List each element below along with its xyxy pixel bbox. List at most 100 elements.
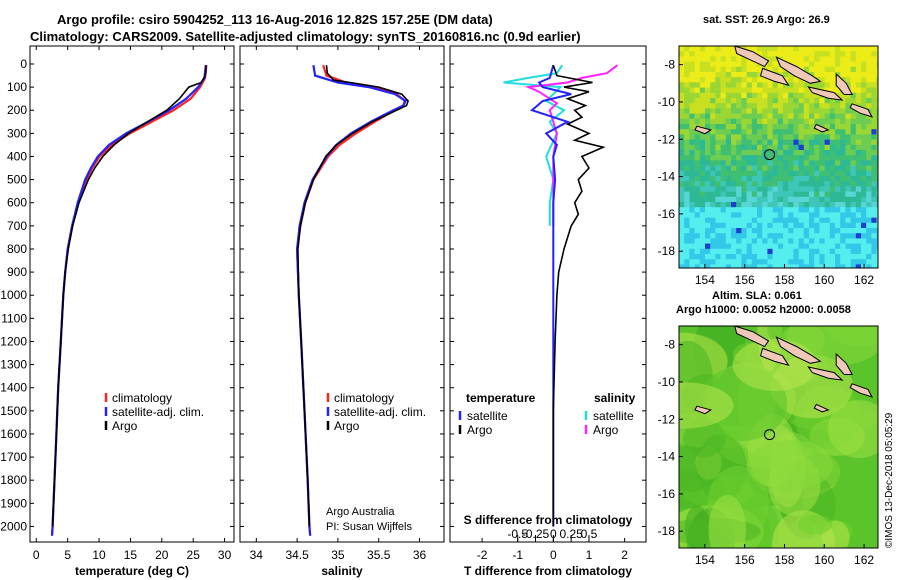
sst-cell <box>725 61 732 68</box>
sst-cell <box>876 264 878 268</box>
sst-cell <box>715 150 721 156</box>
sst-cell <box>829 170 836 177</box>
sst-cell <box>788 196 794 203</box>
sst-cell <box>751 134 758 140</box>
sst-cell <box>746 124 753 130</box>
sst-cell <box>684 108 690 114</box>
sst-cell <box>824 222 831 229</box>
sst-cell <box>798 228 805 234</box>
sst-cell <box>715 61 721 68</box>
sst-cell <box>757 233 763 239</box>
sst-cell <box>751 160 758 166</box>
difference-top-label: S difference from climatology <box>464 513 633 527</box>
sst-cell <box>762 155 768 161</box>
sst-cell <box>736 228 742 234</box>
sst-cell <box>777 87 784 94</box>
sst-cell <box>876 92 878 99</box>
sst-cell <box>710 82 716 88</box>
sst-cell <box>798 160 805 166</box>
island-outline <box>775 336 822 364</box>
sst-cell <box>829 181 836 187</box>
salinity-series-argo-line <box>297 65 410 527</box>
sst-cell <box>803 144 810 151</box>
sst-cell <box>741 118 747 125</box>
sst-cell <box>777 134 784 140</box>
sst-cell <box>689 87 695 94</box>
sst-cell <box>809 254 815 260</box>
sst-cell <box>746 160 753 166</box>
sst-cell <box>824 134 831 140</box>
sst-cell <box>762 191 768 198</box>
sst-cell <box>715 56 721 62</box>
sst-cell <box>803 139 810 146</box>
sst-cell <box>871 254 877 260</box>
sst-cell <box>809 56 815 62</box>
sst-cell <box>746 129 753 135</box>
sst-cell <box>861 155 867 161</box>
sst-cell <box>788 202 794 208</box>
sst-cell <box>705 124 711 130</box>
sla-blob <box>827 400 878 459</box>
sst-cell <box>871 238 877 244</box>
sst-cell <box>725 228 732 234</box>
sst-cell <box>788 92 794 99</box>
sst-cell <box>705 134 711 140</box>
sst-cell <box>824 233 831 239</box>
sst-cell <box>850 222 857 229</box>
sst-cell <box>762 51 768 57</box>
sst-cell <box>741 176 747 182</box>
sst-cell <box>876 243 878 250</box>
sst-cell <box>803 222 810 229</box>
sst-cell <box>845 113 851 120</box>
sst-cell <box>866 228 872 234</box>
sst-cell <box>814 233 820 239</box>
sst-cell <box>705 222 711 229</box>
sst-cell <box>772 160 779 166</box>
sst-cell <box>845 207 851 213</box>
sst-cell <box>850 124 857 130</box>
depth-tick-label: 0 <box>20 57 27 71</box>
sst-cell <box>715 155 721 161</box>
sst-cell <box>814 155 820 161</box>
sst-cell <box>731 77 737 83</box>
sst-cell <box>866 165 872 172</box>
sst-cell <box>876 61 878 68</box>
sst-cell <box>772 259 779 265</box>
sst-cell <box>876 51 878 57</box>
sst-cell <box>819 176 825 182</box>
sst-cell <box>783 87 789 94</box>
sst-cell <box>762 186 768 192</box>
sst-cell <box>824 46 831 52</box>
sst-cell <box>819 259 825 265</box>
sst-cell <box>746 77 753 83</box>
top-tick-label: -0.25 <box>522 527 550 541</box>
sst-cell <box>783 186 789 192</box>
sst-cell <box>803 207 810 213</box>
sst-cell <box>809 72 815 78</box>
sst-cell <box>720 248 727 255</box>
sst-cell <box>689 144 695 151</box>
sst-cell <box>793 186 799 192</box>
sst-cell <box>835 202 841 208</box>
sst-cell <box>767 124 773 130</box>
sst-cell <box>751 191 758 198</box>
sst-cell <box>684 160 690 166</box>
sst-cell <box>746 87 753 94</box>
sst-cell <box>819 202 825 208</box>
sst-cell <box>866 144 872 151</box>
sst-cell <box>679 124 685 130</box>
sst-cell <box>871 259 877 265</box>
sst-cell <box>819 238 825 244</box>
sst-cell <box>694 259 701 265</box>
sst-cell <box>762 82 768 88</box>
sst-cell <box>798 181 805 187</box>
sst-cell <box>798 202 805 208</box>
sst-cell <box>876 176 878 182</box>
sst-cell <box>793 222 799 229</box>
sst-cell <box>824 144 831 151</box>
sst-cell <box>783 51 789 57</box>
sst-cell <box>803 181 810 187</box>
sst-cell <box>788 243 794 250</box>
sst-cell <box>803 202 810 208</box>
sst-cell <box>845 61 851 68</box>
